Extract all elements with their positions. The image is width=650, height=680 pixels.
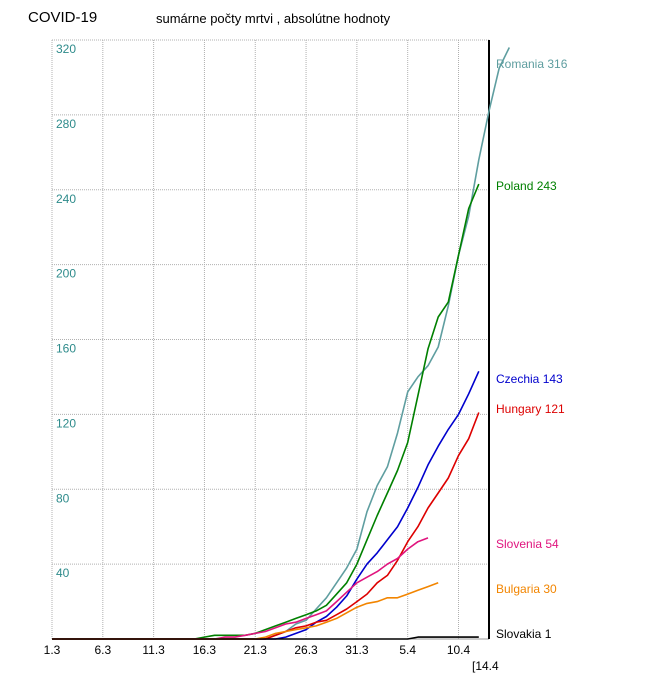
x-tick-label: 11.3 — [142, 643, 165, 657]
series-label-slovenia: Slovenia 54 — [496, 537, 559, 551]
y-tick-label: 120 — [56, 416, 76, 430]
x-tick-label: 16.3 — [193, 643, 217, 657]
x-tick-label: 26.3 — [294, 643, 318, 657]
y-tick-label: 40 — [56, 566, 70, 580]
y-tick-label: 80 — [56, 491, 70, 505]
series-label-czechia: Czechia 143 — [496, 372, 563, 386]
y-tick-label: 240 — [56, 192, 76, 206]
series-line-slovakia — [52, 636, 479, 640]
x-tick-label: 10.4 — [447, 643, 471, 657]
x-tick-label: 1.3 — [44, 643, 61, 657]
y-tick-label: 200 — [56, 267, 76, 281]
x-tick-label: 21.3 — [244, 643, 268, 657]
series-line-romania — [52, 47, 511, 640]
series-line-bulgaria — [52, 582, 439, 640]
chart-title: COVID-19 — [28, 9, 98, 26]
series-label-bulgaria: Bulgaria 30 — [496, 582, 557, 596]
x-tick-label: 6.3 — [94, 643, 111, 657]
chart-subtitle: sumárne počty mrtvi , absolútne hodnoty — [156, 11, 391, 26]
series-label-romania: Romania 316 — [496, 57, 568, 71]
series-label-slovakia: Slovakia 1 — [496, 627, 552, 641]
x-tick-label: 31.3 — [345, 643, 369, 657]
x-tick-label: 5.4 — [399, 643, 416, 657]
series-line-slovenia — [52, 537, 429, 640]
y-tick-label: 280 — [56, 117, 76, 131]
series-label-hungary: Hungary 121 — [496, 402, 565, 416]
series-label-poland: Poland 243 — [496, 179, 557, 193]
x-end-label: [14.4 — [472, 659, 499, 673]
series-line-poland — [52, 183, 480, 640]
series-line-hungary — [52, 412, 480, 640]
y-tick-label: 320 — [56, 42, 76, 56]
series-line-czechia — [52, 370, 480, 640]
y-tick-label: 160 — [56, 342, 76, 356]
